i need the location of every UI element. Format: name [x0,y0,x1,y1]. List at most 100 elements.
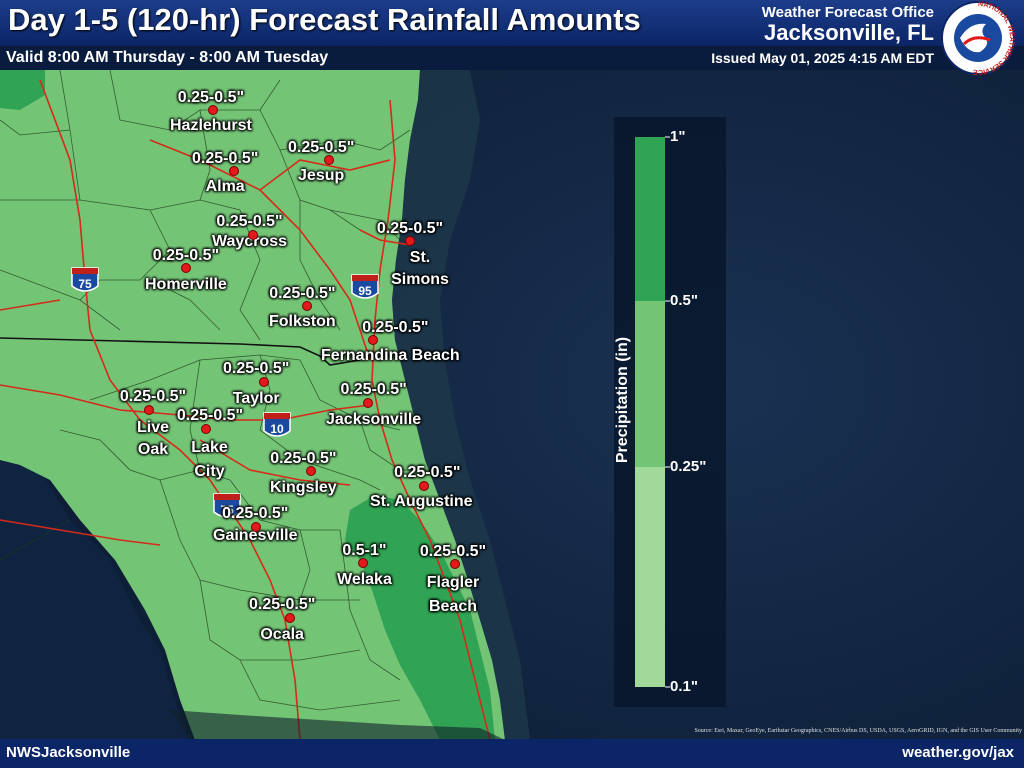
city-waycross: 0.25-0.5" Waycross [212,212,287,252]
city-name: Alma [205,178,245,195]
city-marker [144,405,154,415]
city-marker [208,105,218,115]
state-border [0,337,361,366]
footer-social: NWSJacksonville [6,744,131,761]
city-marker [363,398,373,408]
city-name: Welaka [337,571,392,588]
city-amount: 0.25-0.5" [119,388,187,405]
city-name: Jacksonville [326,411,422,428]
city-marker [285,613,295,623]
image-edge [170,710,505,740]
city-amount: 0.25-0.5" [152,247,220,264]
city-name: St. Augustine [370,493,473,510]
legend-tick-0.5: 0.5" [670,292,698,309]
city-marker [201,424,211,434]
heavier-rain-ne [0,70,45,110]
svg-text:75: 75 [220,503,234,517]
city-marker [450,559,460,569]
legend-title: Precipitation (in) [614,336,631,464]
city-marker [259,377,269,387]
city-name: Kingsley [270,479,337,496]
legend-tick-0.25: 0.25" [670,458,707,475]
city-amount: 0.25-0.5" [222,505,289,522]
city-amount: 0.25-0.5" [419,543,487,560]
valid-bar [0,46,1024,70]
city-marker [181,263,191,273]
legend-tick-0.1: 0.1" [670,678,698,695]
office-name: Jacksonville, FL [764,20,934,45]
city-amount: 0.25-0.5" [394,464,461,481]
nws-logo: NATIONAL WEATHER SERVICE [941,1,1015,75]
city-amount: 0.25-0.5" [270,450,337,467]
city-folkston: 0.25-0.5" Folkston [269,284,336,332]
city-alma: 0.25-0.5" Alma [192,149,258,197]
legend-tick-1: 1" [670,128,686,145]
city-ocala: 0.25-0.5" Ocala [249,595,315,645]
city-amount: 0.25-0.5" [249,596,316,613]
city-marker [358,558,368,568]
city-name: St. Simons [391,249,449,288]
city-marker [229,166,239,176]
city-live-oak: 0.25-0.5" Live Oak [108,387,198,461]
city-name: Jesup [298,167,345,184]
city-amount: 0.25-0.5" [288,139,355,156]
city-marker [405,236,415,246]
city-name: Hazlehurst [170,117,252,134]
legend-panel [614,117,726,707]
city-gainesville: 0.25-0.5" Gainesville [213,504,298,546]
svg-text:95: 95 [358,284,372,298]
city-amount: 0.5-1" [342,542,387,559]
city-name: Ocala [260,626,304,643]
city-amount: 0.25-0.5" [269,285,336,302]
city-hazlehurst: 0.25-0.5" Hazlehurst [170,88,252,136]
city-name: Homerville [145,276,227,293]
city-name: Live Oak [136,419,169,458]
city-name: Flagler Beach [426,574,480,615]
city-marker [324,155,334,165]
city-marker [368,335,378,345]
coastal-shelf [392,70,530,740]
city-amount: 0.25-0.5" [376,220,444,237]
city-jacksonville: 0.25-0.5" Jacksonville [326,380,421,430]
gulf-water [0,450,190,740]
city-marker [306,466,316,476]
svg-text:10: 10 [270,422,284,436]
city-name: Waycross [212,233,287,250]
city-name: Folkston [269,313,336,330]
city-amount: 0.25-0.5" [223,360,290,377]
city-marker [302,301,312,311]
city-jesup: 0.25-0.5" Jesup [288,138,354,186]
svg-text:75: 75 [78,277,92,291]
office-label: Weather Forecast Office [761,4,934,21]
issued-time: Issued May 01, 2025 4:15 AM EDT [711,50,934,66]
city-amount: 0.25-0.5" [192,150,259,167]
city-marker [251,522,261,532]
city-amount: 0.25-0.5" [177,89,245,106]
city-amount: 0.25-0.5" [340,381,407,398]
city-homerville: 0.25-0.5" Homerville [145,246,227,295]
city-amount: 0.25-0.5" [176,407,244,424]
header-bar [0,0,1024,46]
heavier-rain-area [345,495,495,740]
city-marker [419,481,429,491]
city-taylor: 0.25-0.5" Taylor [223,359,289,409]
valid-period: Valid 8:00 AM Thursday - 8:00 AM Tuesday [6,49,329,66]
city-marker [248,230,258,240]
footer-bar [0,739,1024,768]
city-name: Gainesville [213,527,298,544]
interstates [0,79,491,741]
footer-website: weather.gov/jax [902,744,1014,761]
city-flagler-beach: 0.25-0.5" Flagler Beach [413,542,493,619]
interstate-75-south-shield: 75 [213,493,241,518]
city-fernandina-beach: 0.25-0.5" Fernandina Beach [321,318,460,366]
interstate-75-north-shield: 75 [71,267,99,292]
city-amount: 0.25-0.5" [216,213,283,230]
city-amount: 0.25-0.5" [362,319,429,336]
city-st-simons: 0.25-0.5" St. Simons [370,219,450,291]
interstate-10-shield: 10 [263,412,291,437]
city-name: Fernandina Beach [321,347,460,364]
page-title: Day 1-5 (120-hr) Forecast Rainfall Amoun… [8,2,641,37]
city-name: Taylor [232,390,280,407]
city-welaka: 0.5-1" Welaka [337,541,392,590]
city-st-augustine: 0.25-0.5" St. Augustine [370,463,473,512]
